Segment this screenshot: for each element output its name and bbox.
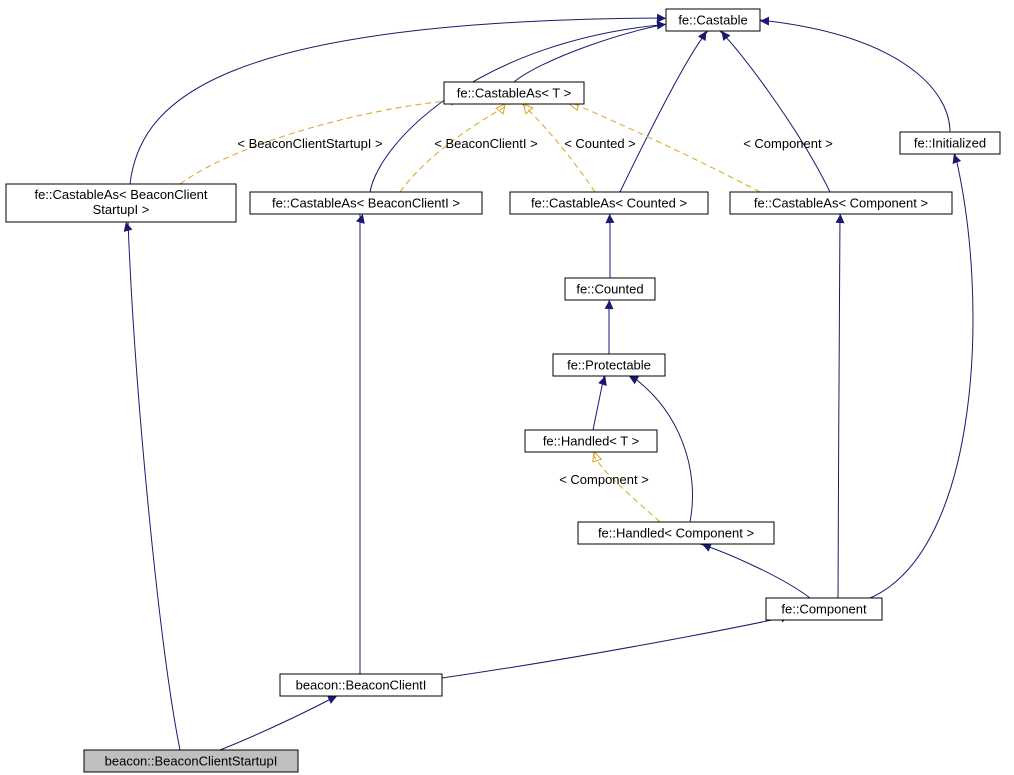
- arrowhead: [657, 21, 666, 30]
- node-label: beacon::BeaconClientStartupI: [105, 753, 278, 768]
- arrowhead: [953, 154, 961, 164]
- edge-label: < Component >: [559, 472, 649, 487]
- node-component[interactable]: fe::Component: [766, 598, 882, 620]
- node-label: fe::CastableAs< BeaconClientI >: [272, 195, 460, 210]
- edge-handledComp-handledT: [592, 452, 660, 522]
- node-beaconClientI[interactable]: beacon::BeaconClientI: [280, 674, 442, 696]
- node-handledT[interactable]: fe::Handled< T >: [525, 430, 657, 452]
- edge-label: < Counted >: [564, 136, 636, 151]
- node-label: fe::Handled< Component >: [598, 525, 754, 540]
- inheritance-diagram: < BeaconClientStartupI > < BeaconClientI …: [0, 0, 1014, 775]
- arrowhead: [598, 376, 607, 386]
- node-castable[interactable]: fe::Castable: [666, 9, 760, 31]
- arrowhead: [698, 31, 706, 41]
- edges-layer: < BeaconClientStartupI > < BeaconClientI …: [124, 14, 973, 750]
- node-label: fe::CastableAs< T >: [457, 85, 571, 100]
- edge-component-initialized: [870, 154, 973, 598]
- edge-beaconClientS-castableAsBCS: [128, 222, 180, 750]
- node-counted[interactable]: fe::Counted: [565, 278, 655, 300]
- node-label: fe::Counted: [576, 281, 643, 296]
- node-label: fe::Castable: [678, 12, 747, 27]
- edge-castableAsComp-castable: [720, 31, 830, 192]
- node-beaconClientS[interactable]: beacon::BeaconClientStartupI: [84, 750, 298, 772]
- node-label: beacon::BeaconClientI: [296, 677, 427, 692]
- node-initialized[interactable]: fe::Initialized: [900, 132, 1000, 154]
- node-label: fe::CastableAs< BeaconClient: [34, 187, 207, 202]
- edge-castableAsBCS-castable: [130, 18, 666, 184]
- edge-label: < BeaconClientI >: [434, 136, 537, 151]
- node-label: fe::CastableAs< Component >: [754, 195, 928, 210]
- arrowhead: [760, 17, 769, 26]
- node-protectable[interactable]: fe::Protectable: [553, 354, 665, 376]
- edge-label: < BeaconClientStartupI >: [237, 136, 382, 151]
- arrowhead: [593, 452, 602, 462]
- arrowhead: [657, 14, 666, 23]
- arrowhead: [605, 300, 614, 309]
- node-label: fe::Component: [781, 601, 867, 616]
- node-label: fe::CastableAs< Counted >: [531, 195, 687, 210]
- arrowhead: [605, 214, 614, 223]
- edge-initialized-castable: [760, 20, 950, 132]
- edge-beaconClientI-component: [442, 616, 790, 678]
- node-castableAsComp[interactable]: fe::CastableAs< Component >: [730, 192, 952, 214]
- edge-beaconClientS-beaconClientI: [220, 694, 340, 750]
- node-castableAsBCI[interactable]: fe::CastableAs< BeaconClientI >: [250, 192, 482, 214]
- edge-label: < Component >: [743, 136, 833, 151]
- node-label: fe::Handled< T >: [543, 433, 639, 448]
- node-handledComp[interactable]: fe::Handled< Component >: [578, 522, 774, 544]
- edge-component-castableAsComp: [838, 214, 840, 598]
- arrowhead: [721, 31, 730, 41]
- node-label: fe::Protectable: [567, 357, 651, 372]
- edge-castableAsCounted-castable: [620, 31, 708, 192]
- node-castableAsCounted[interactable]: fe::CastableAs< Counted >: [510, 192, 708, 214]
- edge-castableAsBCI-castable: [370, 24, 670, 192]
- node-label: fe::Initialized: [914, 135, 986, 150]
- node-castableAsT[interactable]: fe::CastableAs< T >: [444, 82, 584, 104]
- arrowhead: [836, 214, 845, 223]
- edge-component-handledComp: [700, 544, 810, 598]
- node-castableAsBCS[interactable]: fe::CastableAs< BeaconClientStartupI >: [6, 184, 236, 222]
- node-label: StartupI >: [93, 202, 150, 217]
